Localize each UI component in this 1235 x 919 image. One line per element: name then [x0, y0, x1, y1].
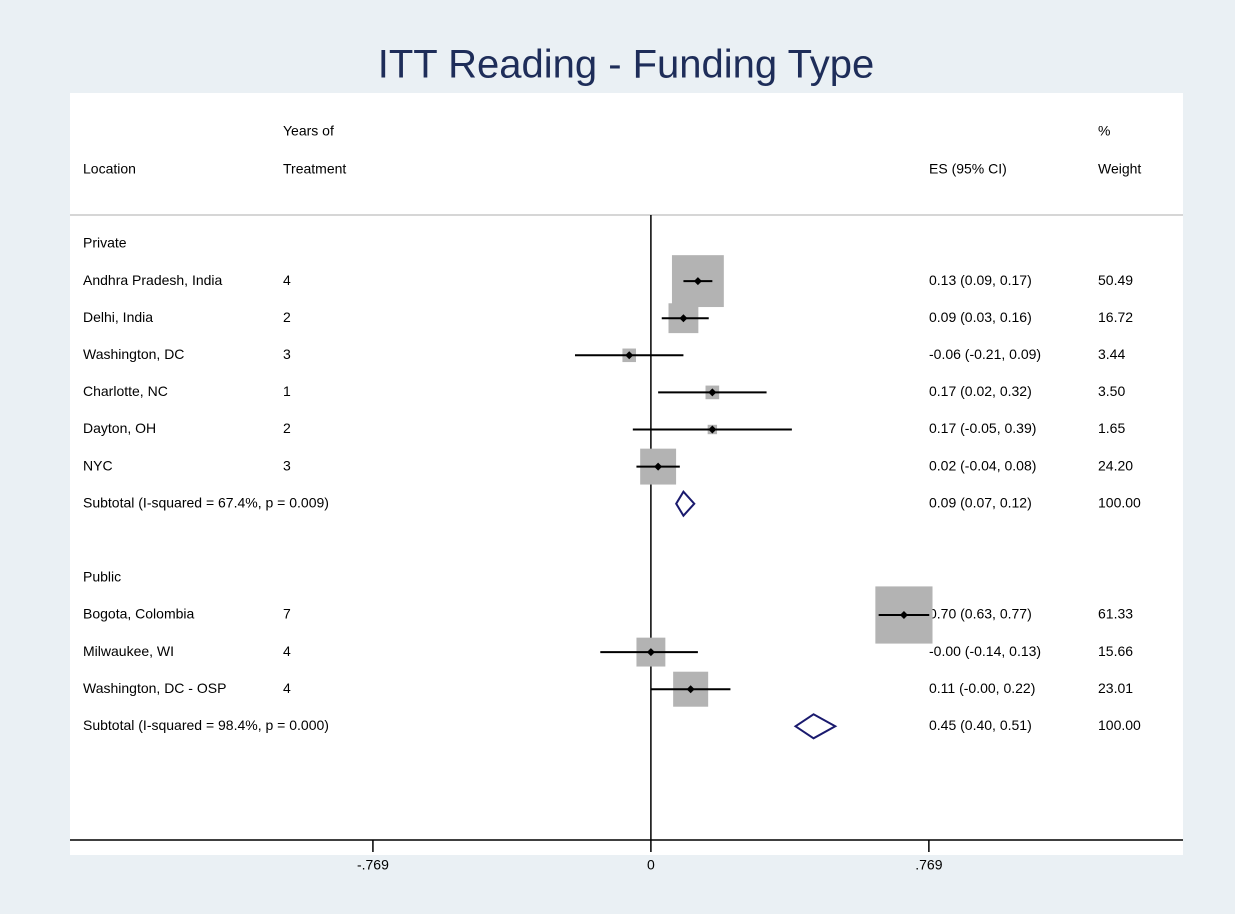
column-header: Treatment: [283, 161, 346, 177]
x-tick-label: -.769: [357, 857, 389, 873]
weight-label: 100.00: [1098, 494, 1141, 510]
point-estimate: [708, 388, 717, 397]
weight-label: 23.01: [1098, 680, 1133, 696]
ci-label: -0.00 (-0.14, 0.13): [929, 643, 1041, 659]
years-label: 2: [283, 420, 291, 436]
location-label: Milwaukee, WI: [83, 643, 174, 659]
location-label: Delhi, India: [83, 309, 153, 325]
ci-label: 0.02 (-0.04, 0.08): [929, 457, 1036, 473]
location-label: Washington, DC: [83, 346, 184, 362]
column-header: ES (95% CI): [929, 161, 1007, 177]
years-label: 1: [283, 383, 291, 399]
ci-label: 0.13 (0.09, 0.17): [929, 272, 1032, 288]
years-label: 4: [283, 643, 291, 659]
ci-label: 0.09 (0.07, 0.12): [929, 494, 1032, 510]
ci-label: 0.45 (0.40, 0.51): [929, 717, 1032, 733]
weight-label: 61.33: [1098, 606, 1133, 622]
weight-label: 100.00: [1098, 717, 1141, 733]
chart-title: ITT Reading - Funding Type: [378, 43, 875, 87]
weight-label: 24.20: [1098, 457, 1133, 473]
column-header: Years of: [283, 123, 334, 139]
group-label: Private: [83, 235, 127, 251]
subtotal-diamond: [793, 713, 838, 740]
location-label: Charlotte, NC: [83, 383, 168, 399]
x-tick-label: 0: [647, 857, 655, 873]
location-label: Andhra Pradesh, India: [83, 272, 223, 288]
point-estimate: [654, 462, 663, 471]
point-estimate: [693, 277, 702, 286]
subtotal-label: Subtotal (I-squared = 98.4%, p = 0.000): [83, 717, 329, 733]
years-label: 2: [283, 309, 291, 325]
location-label: Washington, DC - OSP: [83, 680, 226, 696]
subtotal-label: Subtotal (I-squared = 67.4%, p = 0.009): [83, 494, 329, 510]
weight-label: 15.66: [1098, 643, 1133, 659]
ci-label: 0.17 (-0.05, 0.39): [929, 420, 1036, 436]
weight-label: 3.44: [1098, 346, 1125, 362]
plot-panel: [70, 93, 1183, 855]
weight-label: 50.49: [1098, 272, 1133, 288]
years-label: 3: [283, 457, 291, 473]
group-label: Public: [83, 569, 121, 585]
weight-label: 16.72: [1098, 309, 1133, 325]
ci-label: 0.17 (0.02, 0.32): [929, 383, 1032, 399]
years-label: 7: [283, 606, 291, 622]
point-estimate: [708, 425, 717, 434]
ci-label: 0.11 (-0.00, 0.22): [929, 680, 1035, 696]
ci-label: 0.70 (0.63, 0.77): [929, 606, 1032, 622]
years-label: 4: [283, 680, 291, 696]
location-label: NYC: [83, 457, 113, 473]
years-label: 4: [283, 272, 291, 288]
point-estimate: [899, 611, 908, 619]
weight-label: 3.50: [1098, 383, 1125, 399]
ci-label: 0.09 (0.03, 0.16): [929, 309, 1032, 325]
column-header: Weight: [1098, 161, 1141, 177]
location-label: Bogota, Colombia: [83, 606, 195, 622]
point-estimate: [646, 648, 655, 657]
point-estimate: [679, 314, 688, 323]
x-tick-label: .769: [915, 857, 942, 873]
subtotal-diamond: [675, 490, 696, 518]
column-header: %: [1098, 123, 1110, 139]
point-estimate: [625, 351, 634, 360]
point-estimate: [686, 685, 695, 694]
years-label: 3: [283, 346, 291, 362]
location-label: Dayton, OH: [83, 420, 156, 436]
ci-label: -0.06 (-0.21, 0.09): [929, 346, 1041, 362]
weight-label: 1.65: [1098, 420, 1125, 436]
column-header: Location: [83, 161, 136, 177]
